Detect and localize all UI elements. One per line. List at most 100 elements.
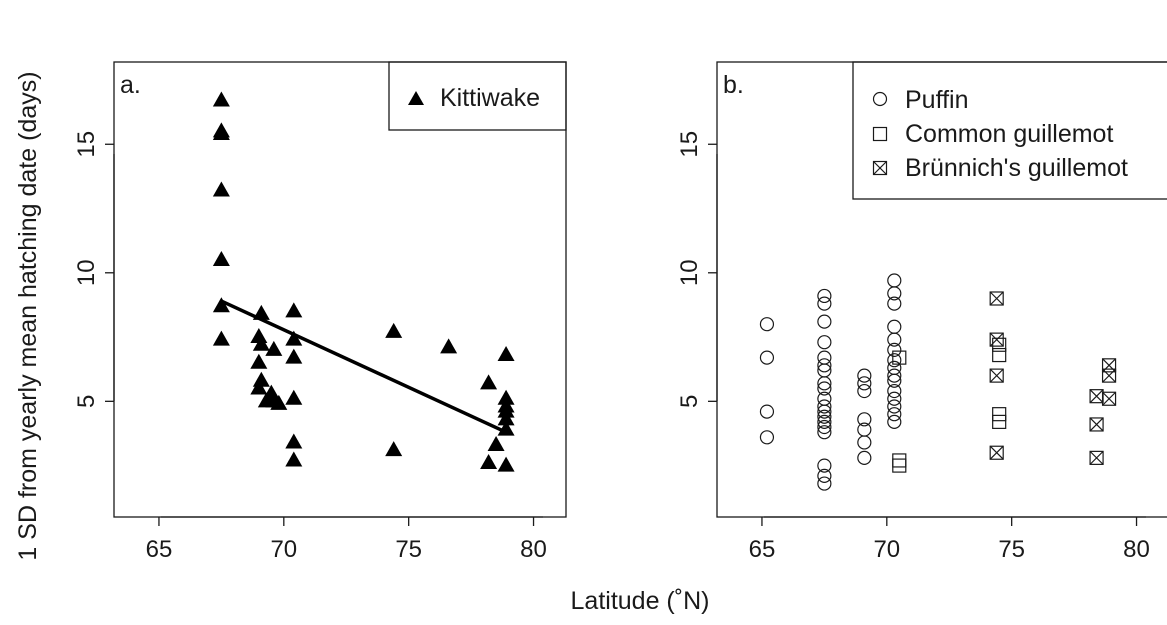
brunnichs-guillemot-point [989,445,1004,460]
brunnichs-guillemot-point [1101,358,1117,373]
kittiwake-point [212,91,230,107]
puffin-point [887,414,902,429]
kittiwake-point [252,304,270,320]
kittiwake-point [497,402,515,418]
y-axis-label: 1 SD from yearly mean hatching date (day… [14,71,42,560]
legend-crossed-square-icon [872,160,888,176]
kittiwake-point [497,389,515,405]
common-guillemot-point [992,347,1007,363]
panel-b-label: b. [723,71,744,99]
panel-b-y-tick-label: 5 [676,395,703,408]
kittiwake-point [252,335,270,351]
brunnichs-guillemot-point [1089,389,1104,404]
kittiwake-point [212,330,230,346]
kittiwake-point [212,297,230,313]
panel-a-x-tick-label: 80 [520,536,547,563]
puffin-point [817,404,832,419]
kittiwake-point [250,379,268,395]
kittiwake-point [285,433,303,449]
puffin-point [887,360,902,376]
panel-a-kittiwake: a. 65 70 75 80 5 10 15 Kittiwake [73,61,567,563]
puffin-point [817,376,832,391]
legend-label-puffin: Puffin [905,86,968,114]
puffin-point [817,296,832,311]
panel-b-auks: b. 65 70 75 80 5 10 15 Puffin Common guillemot… [676,61,1167,563]
panel-b-y-tick-label: 10 [676,259,703,286]
panel-b-x-tick-label: 80 [1123,536,1150,563]
puffin-point [887,407,902,422]
puffin-point [759,317,775,332]
puffin-point [817,414,832,429]
panel-a-x-tick-label: 70 [270,536,297,563]
puffin-point [857,376,872,391]
kittiwake-point [285,451,303,467]
legend-triangle-icon [408,91,424,105]
puffin-point [887,399,902,414]
legend-label-brunnichs-guillemot: Brünnich's guillemot [905,154,1128,182]
puffin-point [817,409,832,424]
common-guillemot-point [892,458,907,473]
brunnichs-guillemot-point [989,291,1004,306]
puffin-point [857,450,872,465]
puffin-point [817,476,832,491]
kittiwake-point [285,348,303,364]
kittiwake-point [250,353,268,369]
puffin-point [857,412,872,427]
kittiwake-point [385,322,403,338]
kittiwake-point [497,456,515,472]
kittiwake-point [212,124,230,140]
puffin-point [759,404,775,419]
panel-a-y-tick-label: 10 [73,259,100,286]
brunnichs-guillemot-point [1089,450,1104,465]
puffin-point [887,368,902,383]
panel-a-x-tick-label: 75 [395,536,422,563]
panel-a-y-tick-label: 15 [73,131,100,158]
brunnichs-guillemot-point [1101,368,1117,383]
kittiwake-point [285,330,303,346]
puffin-point [817,458,832,473]
kittiwake-point [480,374,498,390]
legend-open-circle-icon [872,91,888,107]
common-guillemot-point [992,407,1007,422]
panel-a-label: a. [120,71,141,99]
puffin-point [857,435,872,450]
puffin-point [887,319,902,334]
puffin-point [887,273,902,288]
panel-b-legend: Puffin Common guillemot Brünnich's guill… [852,61,1167,200]
kittiwake-point [212,181,230,197]
puffin-point [817,425,832,440]
panel-b-x-tick-label: 65 [749,536,776,563]
puffin-point [817,419,832,435]
kittiwake-point [487,436,505,452]
brunnichs-guillemot-point [989,368,1004,383]
common-guillemot-point [892,453,907,468]
puffin-point [817,288,832,304]
puffin-point [817,350,832,365]
brunnichs-guillemot-point [1101,391,1117,406]
puffin-point [817,468,832,483]
puffin-point [759,350,775,365]
puffin-point [887,296,902,311]
puffin-point [887,353,902,368]
kittiwake-point [285,302,303,318]
puffin-point [857,383,872,399]
common-guillemot-point [992,414,1007,429]
kittiwake-point [497,420,515,436]
panel-b-x-tick-label: 70 [873,536,900,563]
kittiwake-point [497,410,515,426]
puffin-point [817,381,832,396]
kittiwake-point [265,340,283,356]
panel-a-legend: Kittiwake [388,61,567,131]
puffin-point [887,373,902,388]
puffin-point [887,391,902,406]
puffin-point [887,332,902,347]
x-axis-label: Latitude (˚N) [571,587,710,615]
panel-b-x-tick-label: 75 [998,536,1025,563]
legend-open-square-icon [872,126,888,142]
puffin-point [759,430,775,445]
panel-a-y-tick-label: 5 [73,395,100,408]
panel-b-legend-box [852,61,1167,200]
kittiwake-point [440,338,458,354]
kittiwake-point [212,250,230,266]
